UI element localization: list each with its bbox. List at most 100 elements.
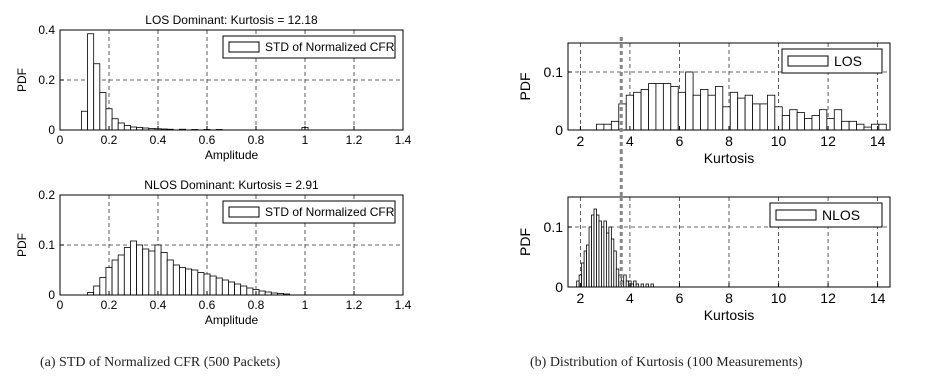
histogram-bar [610, 120, 620, 131]
histogram-bar [759, 103, 768, 131]
histogram-bar [737, 97, 746, 131]
histogram-bar [185, 268, 193, 296]
histogram-bar [228, 281, 235, 296]
x-tick-label: 14 [870, 290, 886, 306]
histogram-bar [789, 109, 798, 131]
x-tick-label: 1 [302, 298, 309, 312]
x-tick-label: 0.2 [101, 298, 118, 312]
legend-label: LOS [834, 53, 862, 69]
x-tick-label: 1.4 [395, 133, 412, 147]
x-tick-label: 1 [302, 133, 309, 147]
x-tick-label: 12 [820, 290, 836, 306]
legend-swatch [787, 55, 829, 67]
x-tick-label: 4 [626, 133, 634, 149]
y-tick-label: 0.1 [544, 219, 564, 235]
histogram-bar [117, 122, 125, 131]
chart-title: NLOS Dominant: Kurtosis = 2.91 [144, 178, 319, 192]
histogram-bar [148, 250, 156, 296]
histogram-bar [685, 71, 694, 131]
y-axis-label: PDF [517, 228, 533, 256]
x-tick-label: 0.6 [199, 298, 216, 312]
histogram-bar [856, 123, 865, 131]
histogram-bar [662, 83, 672, 131]
histogram-bar [117, 254, 125, 296]
histogram-bar [692, 94, 701, 131]
histogram-bar [633, 91, 642, 131]
x-tick-label: 1.2 [346, 133, 363, 147]
x-tick-label: 6 [676, 133, 684, 149]
histogram-bar [160, 252, 168, 296]
histogram-bar [179, 267, 186, 296]
histogram-bar [811, 115, 820, 131]
histogram-bar [752, 103, 761, 131]
histogram-bar [93, 63, 101, 131]
y-axis-label: PDF [517, 73, 533, 101]
histogram-bar [596, 123, 605, 131]
histogram-bar [154, 244, 162, 296]
histogram-bar [234, 283, 242, 296]
x-tick-label: 0 [57, 133, 64, 147]
legend-box [781, 48, 883, 74]
histogram-bar [878, 123, 887, 131]
histogram-bar [848, 120, 857, 131]
histogram-bar [841, 120, 850, 131]
y-tick-label: 0.1 [544, 64, 564, 80]
x-tick-label: 2 [576, 290, 584, 306]
histogram-bar [677, 91, 687, 131]
histogram-bar [640, 89, 649, 131]
y-tick-label: 0 [555, 122, 563, 138]
x-tick-label: 10 [771, 133, 787, 149]
histogram-bar [87, 33, 95, 131]
histogram-bar [648, 83, 657, 131]
y-tick-label: 0.2 [38, 73, 55, 87]
histogram-bar [246, 287, 254, 296]
x-tick-label: 6 [676, 290, 684, 306]
x-tick-label: 8 [725, 290, 733, 306]
chart-title: LOS Dominant: Kurtosis = 12.18 [145, 13, 318, 27]
x-tick-label: 0.6 [199, 133, 216, 147]
legend-swatch [775, 209, 817, 221]
x-tick-label: 0.4 [150, 298, 167, 312]
histogram-bar [93, 285, 101, 296]
histogram-bar [240, 285, 248, 296]
histogram-bar [172, 264, 180, 296]
x-tick-label: 14 [870, 133, 886, 149]
x-tick-label: 0.2 [101, 133, 118, 147]
x-tick-label: 2 [576, 133, 584, 149]
x-axis-label: Kurtosis [704, 307, 755, 323]
x-tick-label: 1.2 [346, 298, 363, 312]
y-tick-label: 0.2 [38, 188, 55, 202]
histogram-bar [111, 259, 119, 296]
histogram-bar [781, 115, 791, 131]
x-tick-label: 4 [626, 290, 634, 306]
legend-label: STD of Normalized CFR [265, 40, 395, 54]
legend-box [222, 35, 396, 59]
x-axis-label: Kurtosis [704, 150, 755, 166]
chart-nlos-std: 0 0.2 0.4 0.6 0.8 1 1.2 1.4 0 0.1 0.2 Amplitude PDF N… [15, 178, 412, 327]
histogram-bar [191, 269, 199, 296]
x-tick-label: 8 [725, 133, 733, 149]
legend-label: NLOS [822, 207, 860, 223]
y-axis-label: PDF [15, 233, 29, 257]
histogram-bar [215, 277, 223, 296]
histogram-bar [136, 244, 144, 296]
histogram-bar [221, 279, 229, 296]
histogram-bar [744, 94, 753, 131]
histogram-bar [81, 110, 88, 131]
y-axis-label: PDF [15, 68, 29, 92]
legend-label: STD of Normalized CFR [265, 205, 395, 219]
legend-swatch [228, 41, 260, 53]
y-tick-label: 0 [48, 123, 55, 137]
histogram-bar [833, 109, 843, 131]
histogram-bar [707, 94, 716, 131]
chart-nlos-kurtosis: 2 4 6 8 10 12 14 0 0.1 Kurtosis PDF NLOS [517, 196, 891, 323]
legend-swatch [228, 206, 260, 218]
histogram-bar [819, 109, 828, 131]
histogram-bar [670, 86, 679, 131]
histogram-bar [603, 123, 612, 131]
x-tick-label: 1.4 [395, 298, 412, 312]
histogram-bar [700, 89, 709, 131]
legend-box [222, 200, 396, 224]
x-axis-label: Amplitude [205, 313, 259, 327]
histogram-bar [258, 290, 266, 296]
